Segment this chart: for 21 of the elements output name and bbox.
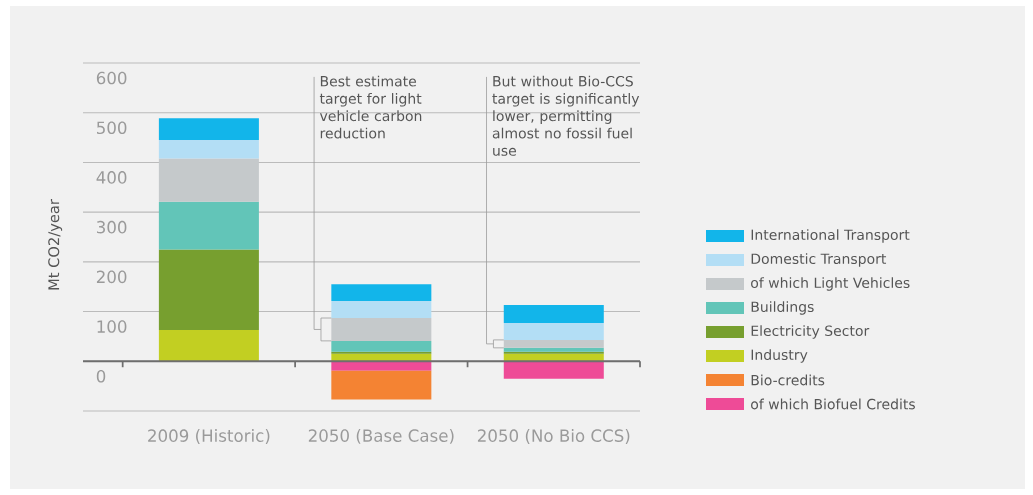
- annotation: Best estimate target for light vehicle carbon reduction: [319, 75, 422, 139]
- y-axis-title: Mt CO2/year: [48, 199, 63, 290]
- legend-label: Buildings: [751, 301, 814, 315]
- legend-label: Electricity Sector: [751, 325, 870, 339]
- y-tick-label: 300: [96, 220, 127, 234]
- legend-label: Domestic Transport: [751, 253, 887, 267]
- y-tick-label: 400: [96, 171, 127, 184]
- annotation: But without Bio-CCS target is significantly lower, permitting almost no fossil fuel use: [492, 75, 640, 156]
- y-tick-label: 600: [96, 71, 127, 85]
- legend-label: Bio-credits: [751, 374, 825, 386]
- legend-label: International Transport: [751, 229, 910, 243]
- legend-label: of which Light Vehicles: [751, 277, 910, 291]
- y-tick-label: 100: [97, 320, 127, 333]
- x-tick-label: 2050 (Base Case): [308, 429, 454, 444]
- x-tick-label: 2009 (Historic): [148, 429, 270, 444]
- legend-label: of which Biofuel Credits: [751, 398, 915, 410]
- legend-label: Industry: [751, 349, 808, 363]
- x-tick-label: 2050 (No Bio CCS): [477, 429, 630, 444]
- y-tick-label: 200: [96, 270, 127, 284]
- y-tick-label: 500: [96, 121, 127, 135]
- y-tick-label: 0: [96, 369, 106, 383]
